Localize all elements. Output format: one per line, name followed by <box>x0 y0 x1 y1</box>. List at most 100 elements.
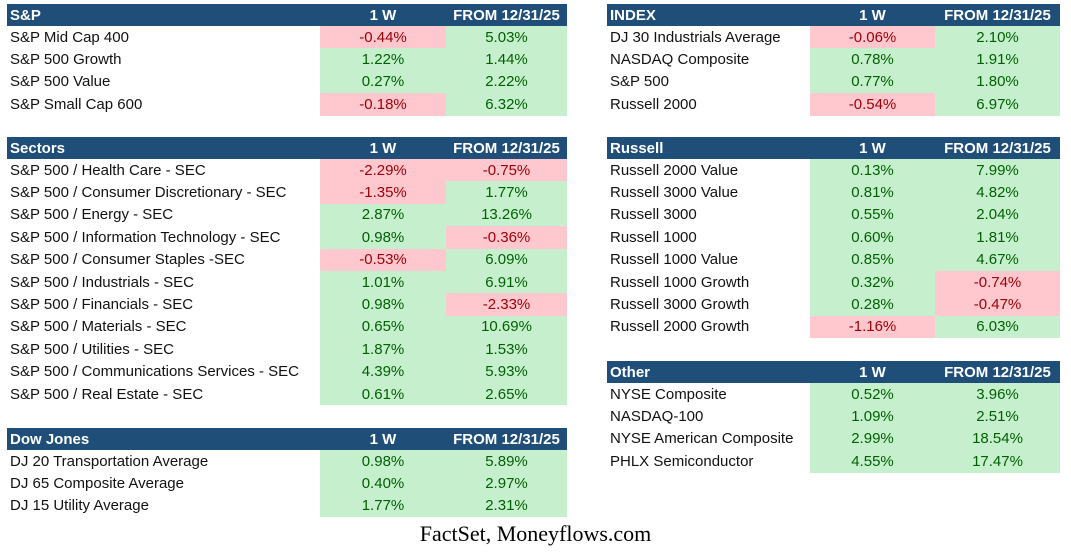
row-label: S&P 500 <box>610 73 669 91</box>
value-ytd: 2.97% <box>446 472 567 495</box>
table-row: Russell 2000 Growth -1.16% 6.03% <box>607 315 1060 339</box>
row-label: S&P Small Cap 600 <box>10 95 143 113</box>
row-label: DJ 20 Transportation Average <box>10 452 209 470</box>
value-ytd: 1.80% <box>935 70 1060 94</box>
table-header-row: Dow Jones 1 W FROM 12/31/25 <box>7 428 567 450</box>
value-1w: 1.77% <box>320 494 446 518</box>
header-from-date: FROM 12/31/25 <box>446 137 567 159</box>
row-label: S&P 500 / Utilities - SEC <box>10 340 174 358</box>
table-header-row: Russell 1 W FROM 12/31/25 <box>607 137 1060 159</box>
value-1w: 1.01% <box>320 270 446 294</box>
source-caption: FactSet, Moneyflows.com <box>419 521 652 546</box>
value-1w: 0.55% <box>810 203 935 227</box>
value-1w: -1.16% <box>810 315 935 339</box>
table-row: S&P 500 / Energy - SEC 2.87% 13.26% <box>7 203 567 227</box>
value-ytd: 5.03% <box>446 26 567 49</box>
header-from-date: FROM 12/31/25 <box>446 428 567 450</box>
value-1w: 2.99% <box>810 427 935 451</box>
value-ytd: 10.69% <box>446 315 567 339</box>
value-ytd: 6.97% <box>935 93 1060 116</box>
table-row: NASDAQ-100 1.09% 2.51% <box>607 405 1060 428</box>
row-label: DJ 65 Composite Average <box>10 475 184 493</box>
table-row: S&P 500 / Communications Services - SEC 4… <box>7 360 567 383</box>
row-label: Russell 3000 <box>610 206 697 224</box>
row-label: PHLX Semiconductor <box>610 452 754 470</box>
header-from-date: FROM 12/31/25 <box>935 361 1060 383</box>
table-row: S&P 500 Value 0.27% 2.22% <box>7 70 567 94</box>
value-1w: 0.40% <box>320 472 446 495</box>
value-1w: 0.27% <box>320 70 446 94</box>
row-label: S&P 500 / Financials - SEC <box>10 296 194 314</box>
table-row: S&P 500 Growth 1.22% 1.44% <box>7 48 567 71</box>
row-label: NYSE Composite <box>610 385 727 403</box>
table-row: DJ 30 Industrials Average -0.06% 2.10% <box>607 26 1060 49</box>
row-label: Russell 2000 Growth <box>610 318 750 336</box>
value-1w: 1.09% <box>810 405 935 428</box>
value-1w: -0.54% <box>810 93 935 116</box>
table-row: Russell 2000 Value 0.13% 7.99% <box>607 159 1060 182</box>
value-1w: -0.44% <box>320 26 446 49</box>
row-label: S&P 500 / Communications Services - SEC <box>10 363 300 381</box>
table-row: S&P 500 / Consumer Discretionary - SEC -1… <box>7 181 567 204</box>
value-1w: 0.77% <box>810 70 935 94</box>
table-row: S&P 500 / Information Technology - SEC 0.… <box>7 226 567 249</box>
row-label: Russell 1000 <box>610 228 697 246</box>
row-label: S&P Mid Cap 400 <box>10 28 129 46</box>
other-table: Other 1 W FROM 12/31/25 NYSE Composite 0.52%… <box>607 361 1060 473</box>
value-ytd: 17.47% <box>935 450 1060 473</box>
header-1w: 1 W <box>810 137 935 159</box>
table-row: S&P 500 0.77% 1.80% <box>607 70 1060 94</box>
value-1w: -0.18% <box>320 93 446 116</box>
value-1w: 0.32% <box>810 270 935 294</box>
value-ytd: 1.77% <box>446 181 567 204</box>
table-row: NYSE American Composite 2.99% 18.54% <box>607 427 1060 451</box>
value-ytd: 6.03% <box>935 315 1060 339</box>
table-row: DJ 65 Composite Average 0.40% 2.97% <box>7 472 567 495</box>
header-title: INDEX <box>607 4 810 26</box>
table-header-row: Other 1 W FROM 12/31/25 <box>607 361 1060 383</box>
value-ytd: 7.99% <box>935 159 1060 182</box>
row-label: Russell 1000 Value <box>610 251 739 269</box>
row-label: Russell 3000 Growth <box>610 296 750 314</box>
index-table: INDEX 1 W FROM 12/31/25 DJ 30 Industrials A… <box>607 4 1060 116</box>
table-row: DJ 20 Transportation Average 0.98% 5.89% <box>7 450 567 473</box>
value-1w: -1.35% <box>320 181 446 204</box>
value-1w: 0.78% <box>810 48 935 71</box>
value-ytd: 4.82% <box>935 181 1060 204</box>
value-1w: 0.61% <box>320 382 446 406</box>
table-row: Russell 1000 Growth 0.32% -0.74% <box>607 270 1060 294</box>
s-p-table: S&P 1 W FROM 12/31/25 S&P Mid Cap 400 -0.44%… <box>7 4 567 116</box>
value-1w: -0.06% <box>810 26 935 49</box>
value-1w: 0.28% <box>810 293 935 316</box>
table-header-row: INDEX 1 W FROM 12/31/25 <box>607 4 1060 26</box>
value-ytd: 6.09% <box>446 248 567 271</box>
row-label: NYSE American Composite <box>610 430 794 448</box>
value-ytd: 1.81% <box>935 226 1060 249</box>
sectors-table: Sectors 1 W FROM 12/31/25 S&P 500 / Health … <box>7 137 567 406</box>
table-row: Russell 1000 0.60% 1.81% <box>607 226 1060 249</box>
row-label: Russell 2000 Value <box>610 161 739 179</box>
value-ytd: 13.26% <box>446 203 567 227</box>
row-label: S&P 500 / Health Care - SEC <box>10 161 206 179</box>
dow-jones-table: Dow Jones 1 W FROM 12/31/25 DJ 20 Transport… <box>7 428 567 518</box>
table-row: PHLX Semiconductor 4.55% 17.47% <box>607 450 1060 473</box>
header-title: S&P <box>7 4 320 26</box>
row-label: NASDAQ-100 <box>610 408 704 426</box>
value-ytd: 2.22% <box>446 70 567 94</box>
value-ytd: 1.44% <box>446 48 567 71</box>
row-label: S&P 500 Value <box>10 73 111 91</box>
value-ytd: 18.54% <box>935 427 1060 451</box>
value-ytd: -0.75% <box>446 159 567 182</box>
header-1w: 1 W <box>320 137 446 159</box>
value-1w: 4.39% <box>320 360 446 383</box>
header-1w: 1 W <box>810 361 935 383</box>
row-label: DJ 15 Utility Average <box>10 497 149 515</box>
table-row: S&P 500 / Real Estate - SEC 0.61% 2.65% <box>7 382 567 406</box>
row-label: Russell 2000 <box>610 95 697 113</box>
table-row: S&P 500 / Financials - SEC 0.98% -2.33% <box>7 293 567 316</box>
table-row: Russell 1000 Value 0.85% 4.67% <box>607 248 1060 271</box>
value-ytd: 1.53% <box>446 338 567 361</box>
value-ytd: 1.91% <box>935 48 1060 71</box>
row-label: DJ 30 Industrials Average <box>610 28 781 46</box>
value-ytd: -0.47% <box>935 293 1060 316</box>
